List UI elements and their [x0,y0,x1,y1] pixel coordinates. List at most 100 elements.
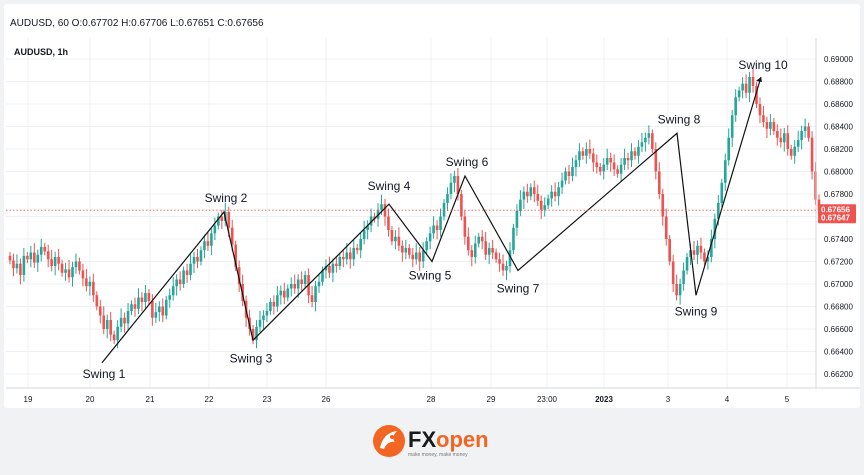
candle-body [130,304,133,311]
candle [33,243,36,268]
candle [383,198,387,226]
candle-body [619,164,623,174]
candle [203,234,206,259]
candle [494,248,498,264]
candle-body [421,250,425,262]
candle [529,183,533,201]
candle [522,186,526,209]
candle [387,208,390,237]
candle [78,257,81,275]
candle-body [453,176,456,183]
candle-body [213,225,217,234]
swing-label: Swing 2 [205,191,248,205]
candle-body [147,293,151,301]
candle [644,132,647,152]
candle-body [456,176,460,194]
candle-body [19,263,22,275]
candle-body [303,275,307,284]
candle-body [255,326,258,341]
candle [581,147,585,160]
candle [543,197,547,217]
candle [678,278,682,305]
candle [463,209,467,245]
secondary-price-label: 0.67647 [821,214,850,223]
candle-body [789,149,793,156]
candle-body [81,270,85,279]
candle [199,246,203,266]
candle [762,105,765,128]
candle [324,259,328,279]
candle-body [46,251,50,260]
candle-body [560,180,564,188]
y-tick-label: 0.67400 [824,235,853,244]
candle [338,253,342,270]
candle-body [539,200,543,210]
candle-body [574,160,578,167]
candle-body [199,250,203,262]
candle [196,249,199,269]
candle [623,148,626,171]
candle [741,77,744,99]
candle-body [522,191,526,200]
candle-body [407,248,411,255]
candle-body [550,191,553,199]
candle [352,240,356,266]
swing-zigzag-line [101,76,762,364]
candle [512,223,515,255]
candle-body [546,198,550,206]
candle-body [536,194,540,201]
candle [109,312,112,342]
candle-body [626,158,630,161]
candle-body [57,257,60,264]
candle-body [585,149,588,156]
x-tick-label: 3 [666,395,671,404]
candle-body [98,306,102,316]
candle [668,235,671,266]
candle [432,216,435,239]
candle [744,74,748,99]
candle [748,71,751,103]
candle [682,262,685,291]
candle-body [498,259,501,264]
candle [487,242,491,265]
candle-body [401,245,404,253]
candle [612,154,616,176]
candle-body [33,252,36,263]
candle-body [758,104,762,116]
candle-body [595,162,599,167]
candle-body [314,286,317,302]
candle [453,170,456,193]
candle-body [168,295,172,300]
candle [394,230,397,250]
candle [220,209,224,229]
price-axis[interactable]: 0.69000 0.68800 0.68600 0.68400 0.68200 0.680… [6,38,856,388]
candle-body [53,257,57,266]
candle-body [112,334,116,341]
candle [46,244,50,268]
candle [605,148,609,171]
chart-canvas[interactable]: Swing 1 Swing 2 Swing 3 Swing 4 Swing 5 Swing… [4,4,860,408]
candle [105,314,109,339]
candle [428,226,432,250]
candle-body [675,284,678,296]
y-tick-label: 0.68000 [824,168,853,177]
candle [574,154,578,177]
candle [508,242,512,273]
candle [50,249,53,272]
candle [789,145,793,160]
candle [140,292,144,312]
y-tick-label: 0.68600 [824,100,853,109]
candle [446,187,449,211]
candle [15,254,19,274]
candle [755,82,758,108]
candle-body [588,149,592,154]
candle-body [623,158,626,165]
candle-body [324,266,328,271]
time-axis[interactable]: 19 20 21 22 23 26 28 29 23:00 2023 3 4 5 [6,387,860,404]
candle [348,247,352,269]
candle [710,229,713,263]
candle [546,194,550,210]
candle-body [526,191,529,197]
candle [258,310,262,333]
candle-body [276,295,279,307]
